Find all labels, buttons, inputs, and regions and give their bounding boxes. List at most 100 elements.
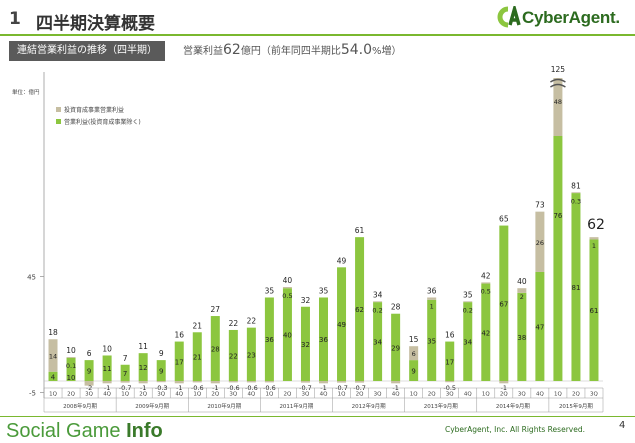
bar-investment [499, 381, 509, 384]
bar-investment-label: 2 [520, 293, 524, 301]
legend-label-0: 投資育成事業営業利益 [64, 106, 124, 114]
bar-investment [427, 297, 437, 300]
bar-total-label: 16 [445, 331, 455, 340]
bar-investment [481, 282, 491, 284]
y-tick-label: 45 [27, 274, 36, 282]
headline-percent: 54.0 [340, 42, 372, 58]
cyberagent-logo-icon [497, 2, 521, 28]
quarter-label: 4Q [464, 392, 472, 398]
quarter-label: 3Q [518, 392, 526, 398]
bar-core [192, 332, 202, 381]
bar-investment [553, 78, 563, 136]
bar-core-label: 22 [229, 352, 238, 360]
bar-core [445, 341, 455, 381]
quarter-label: 4Q [536, 392, 544, 398]
bar-core [319, 297, 328, 381]
bar-total-label: 15 [409, 335, 419, 344]
bar-core [535, 271, 545, 381]
bar-core-label: 17 [445, 358, 454, 366]
quarter-label: 2Q [356, 392, 364, 398]
bar-core [571, 193, 581, 381]
footer-rule [0, 416, 635, 417]
footer-brand: Social Game Info [6, 420, 163, 443]
bar-investment [355, 381, 365, 383]
bar-core-label: 10 [67, 374, 76, 382]
bar-total-label: 27 [211, 305, 221, 314]
bar-investment [319, 381, 328, 384]
bar-investment-label: 0.2 [372, 306, 382, 314]
bar-core [373, 302, 383, 381]
bar-investment [84, 381, 94, 386]
cyberagent-logo: CyberAgent. [497, 2, 632, 30]
bar-core-label: 9 [411, 368, 415, 376]
bar-core-label: 38 [517, 334, 526, 342]
bar-investment-label: 1 [592, 242, 596, 250]
quarter-label: 4Q [247, 392, 255, 398]
bar-investment-label: 6 [412, 350, 416, 358]
fiscal-year-label: 2014年9月期 [496, 402, 530, 410]
bar-total-label: 61 [355, 226, 365, 235]
legend-label-1: 営業利益(投資育成事業除く) [64, 118, 141, 126]
bar-core-label: 9 [87, 368, 91, 376]
bar-core [391, 313, 401, 381]
quarter-label: 1Q [338, 392, 346, 398]
quarter-label: 1Q [49, 392, 57, 398]
bar-core [174, 341, 184, 381]
logo-wordmark: CyberAgent. [522, 8, 620, 27]
page-title: 四半期決算概要 [36, 14, 155, 34]
bar-core [138, 353, 148, 381]
quarter-label: 2Q [139, 392, 147, 398]
quarter-label: 2Q [572, 392, 580, 398]
bar-investment [264, 381, 274, 383]
bar-investment [409, 346, 419, 361]
quarter-label: 3Q [157, 392, 165, 398]
bar-total-label: 22 [247, 317, 257, 326]
bar-total-label: 32 [301, 296, 311, 305]
bar-core-label: 23 [247, 351, 256, 359]
quarter-label: 1Q [193, 392, 201, 398]
bar-investment [517, 288, 527, 293]
bar-core-label: 34 [373, 339, 382, 347]
bar-investment [48, 339, 58, 372]
bar-investment [228, 381, 238, 383]
fiscal-year-label: 2015年9月期 [559, 402, 593, 410]
quarter-label: 1Q [410, 392, 418, 398]
bar-total-label: 35 [463, 290, 473, 299]
fiscal-year-label: 2010年9月期 [207, 402, 241, 410]
bar-core-label: 34 [463, 339, 472, 347]
bar-total-label: 34 [373, 290, 383, 299]
bar-core-label: 42 [481, 329, 490, 337]
axis-break-mark [550, 78, 566, 88]
bar-total-label: 10 [102, 344, 112, 353]
bar-investment [192, 381, 202, 383]
bar-core [589, 239, 599, 381]
bar-core-label: 35 [427, 337, 436, 345]
quarter-label: 1Q [554, 392, 562, 398]
fiscal-year-label: 2008年9月期 [63, 402, 97, 410]
bar-core [499, 225, 509, 381]
bar-core-label: 21 [193, 354, 202, 362]
bar-core [409, 360, 419, 381]
bar-core-label: 4 [51, 373, 56, 381]
legend-swatch-0 [56, 107, 61, 112]
bar-core [553, 136, 563, 381]
quarter-label: 3Q [302, 392, 310, 398]
footer-brand-bold: Info [126, 420, 163, 442]
bar-core-label: 11 [103, 365, 112, 373]
bar-investment [445, 381, 455, 383]
bar-core-label: 61 [590, 307, 599, 315]
quarter-label: 2Q [211, 392, 219, 398]
y-tick-label: -5 [29, 390, 36, 398]
bar-core [355, 237, 365, 381]
bar-core-label: 36 [319, 336, 328, 344]
quarter-label: 3Q [590, 392, 598, 398]
bar-total-label: 28 [391, 303, 401, 312]
fiscal-year-label: 2013年9月期 [424, 402, 458, 410]
bar-core-label: 7 [123, 370, 127, 378]
bar-core [246, 327, 256, 381]
bar-core [463, 302, 473, 381]
bar-total-label: 65 [499, 215, 509, 224]
bar-investment-label: 0.1 [66, 362, 76, 370]
bar-core-label: 17 [175, 358, 184, 366]
bar-core [84, 360, 94, 381]
